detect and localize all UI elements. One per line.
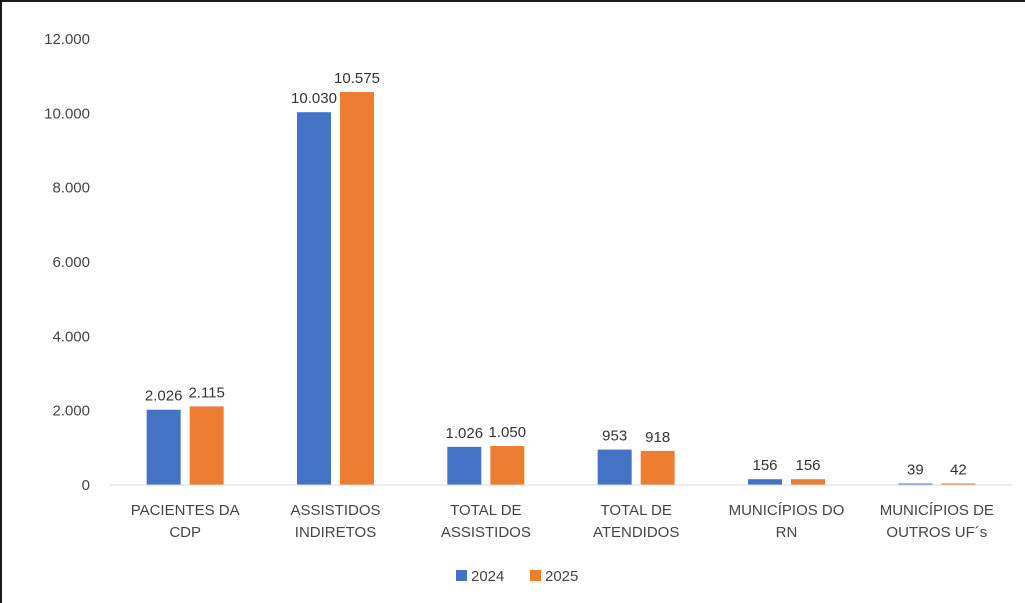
y-tick-label: 0: [82, 477, 90, 494]
data-label: 953: [602, 428, 627, 445]
x-tick-label: TOTAL DE: [600, 502, 671, 519]
legend: 2024 2025: [456, 568, 578, 585]
data-label: 918: [645, 429, 670, 446]
x-tick-label: INDIRETOS: [295, 524, 376, 541]
data-label: 42: [950, 461, 967, 478]
bar-2024: [597, 449, 632, 485]
bar-2025: [340, 91, 374, 486]
x-tick-label: CDP: [169, 524, 201, 541]
data-label: 10.030: [291, 90, 337, 107]
legend-swatch-2025: [530, 570, 541, 581]
bar-2025: [490, 445, 525, 485]
y-tick-label: 6.000: [52, 254, 90, 271]
x-tick-label: TOTAL DE: [450, 502, 521, 519]
bar-2024: [447, 446, 482, 485]
y-tick-label: 2.000: [52, 403, 90, 420]
bars: [146, 91, 976, 486]
bar-2025: [189, 406, 224, 485]
bar-2025: [941, 483, 976, 485]
bar-2024: [146, 409, 181, 485]
data-label: 1.050: [489, 424, 527, 441]
x-axis: PACIENTES DA CDP ASSISTIDOS INDIRETOS TOTAL …: [110, 484, 1012, 541]
x-tick-label: MUNICÍPIOS DO: [729, 502, 845, 519]
y-tick-label: 10.000: [44, 105, 90, 122]
legend-label: 2024: [471, 568, 504, 585]
x-tick-label: PACIENTES DA: [131, 502, 240, 519]
x-tick-label: OUTROS UF´s: [886, 524, 987, 541]
y-tick-label: 12.000: [44, 31, 90, 48]
data-label: 2.115: [188, 384, 224, 401]
bar-2025: [791, 479, 825, 485]
x-tick-label: ASSISTIDOS: [290, 502, 380, 519]
data-label: 156: [795, 457, 820, 474]
data-labels: 2.026 2.115 10.030 10.575 1.026 1.050 953 918 15…: [145, 70, 967, 479]
bar-2025: [640, 450, 675, 485]
data-label: 39: [907, 462, 924, 479]
x-tick-label: RN: [776, 524, 798, 541]
y-tick-label: 8.000: [52, 180, 90, 197]
bar-2024: [297, 112, 331, 486]
legend-label: 2025: [545, 568, 578, 585]
bar-2024: [748, 479, 782, 485]
data-label: 1.026: [446, 425, 484, 442]
bar-2024: [898, 483, 933, 485]
data-label: 156: [752, 457, 777, 474]
data-label: 2.026: [145, 388, 183, 405]
y-axis: 0 2.000 4.000 6.000 8.000 10.000 12.000: [44, 31, 90, 494]
x-tick-label: ASSISTIDOS: [441, 524, 531, 541]
legend-swatch-2024: [456, 570, 467, 581]
data-label: 10.575: [334, 70, 380, 87]
x-tick-label: ATENDIDOS: [593, 524, 679, 541]
y-tick-label: 4.000: [52, 328, 90, 345]
x-tick-label: MUNICÍPIOS DE: [880, 502, 994, 519]
